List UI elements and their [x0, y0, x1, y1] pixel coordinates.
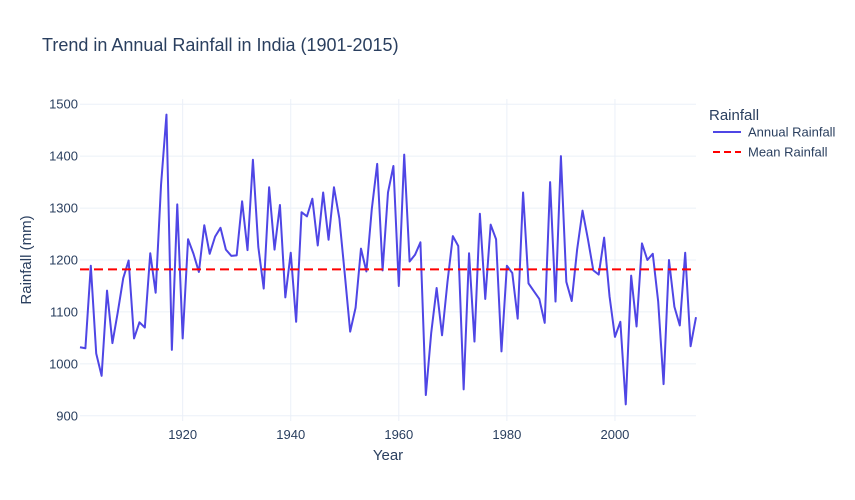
- y-axis-title: Rainfall (mm): [18, 215, 35, 304]
- annual-rainfall-line: [79, 113, 697, 406]
- y-tick-label: 1200: [49, 253, 78, 268]
- x-tick-label: 1920: [168, 427, 197, 442]
- y-tick-label: 1500: [49, 97, 78, 112]
- x-tick-label: 1980: [492, 427, 521, 442]
- y-tick-label: 1000: [49, 356, 78, 371]
- y-tick-label: 1100: [50, 304, 78, 319]
- legend: Rainfall Annual Rainfall Mean Rainfall: [709, 107, 836, 160]
- y-tick-label: 900: [56, 408, 78, 423]
- y-tick-label: 1400: [49, 149, 78, 164]
- x-tick-label: 1940: [276, 427, 305, 442]
- x-tick-label: 2000: [600, 427, 629, 442]
- chart-title: Trend in Annual Rainfall in India (1901-…: [42, 35, 399, 55]
- legend-label: Annual Rainfall: [748, 125, 836, 140]
- y-tick-label: 1300: [49, 201, 78, 216]
- x-tick-label: 1960: [384, 427, 413, 442]
- axes: 900 1000 1100 1200 1300 1400 1500 1920 1940 1960 1…: [49, 97, 629, 442]
- legend-label: Mean Rainfall: [748, 145, 828, 160]
- grid: [80, 99, 696, 421]
- legend-title: Rainfall: [709, 107, 759, 124]
- x-axis-title: Year: [373, 447, 403, 464]
- plot-area: [79, 113, 697, 406]
